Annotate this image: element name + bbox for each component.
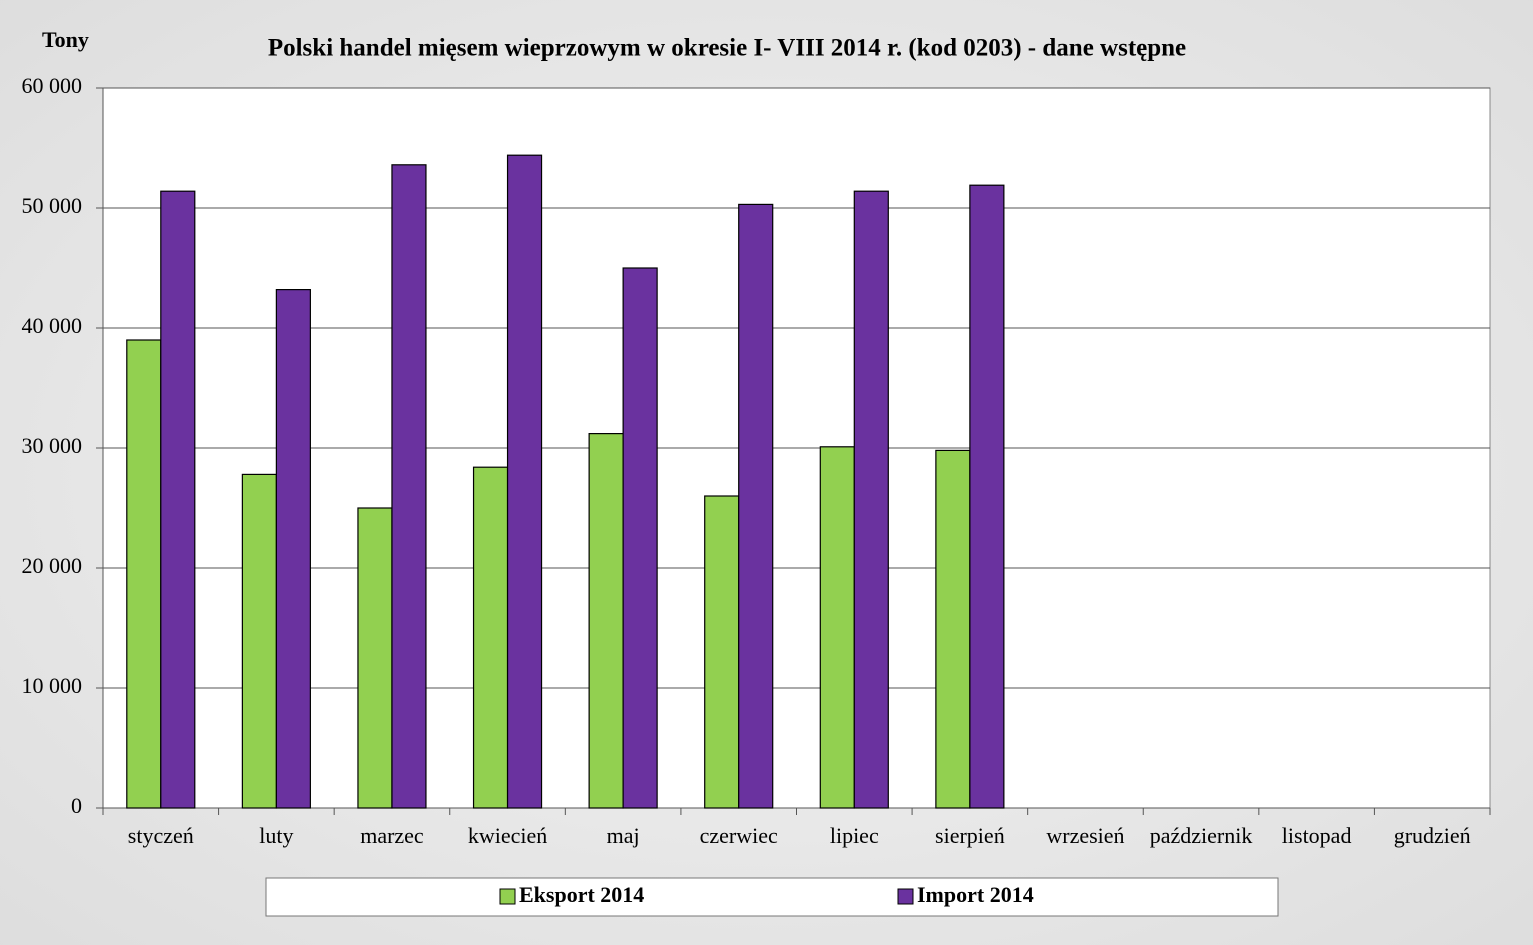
y-tick-label: 30 000 [22, 433, 83, 458]
y-tick-label: 10 000 [22, 673, 83, 698]
bar [506, 154, 543, 809]
bar [738, 203, 774, 809]
legend-label: Eksport 2014 [519, 882, 644, 907]
legend-swatch [897, 888, 914, 905]
x-tick-label: marzec [360, 823, 424, 848]
x-tick-label: luty [259, 823, 293, 848]
bar [126, 339, 162, 809]
x-tick-label: maj [607, 823, 640, 848]
x-tick-label: październik [1150, 823, 1253, 848]
y-tick-label: 60 000 [22, 73, 83, 98]
legend-swatch [499, 888, 516, 905]
bar [622, 267, 658, 809]
bar [819, 446, 855, 809]
bar [853, 190, 889, 809]
x-tick-label: czerwiec [700, 823, 778, 848]
legend-label: Import 2014 [917, 882, 1034, 907]
x-tick-label: grudzień [1394, 823, 1471, 848]
bar [357, 507, 393, 809]
x-tick-label: lipiec [830, 823, 879, 848]
y-tick-label: 40 000 [22, 313, 83, 338]
bar [472, 466, 509, 809]
x-tick-label: kwiecień [468, 823, 547, 848]
bar [969, 184, 1005, 809]
bar [935, 449, 971, 809]
x-tick-label: styczeń [128, 823, 194, 848]
y-tick-label: 20 000 [22, 553, 83, 578]
chart-title: Polski handel mięsem wieprzowym w okresi… [268, 35, 1186, 62]
y-axis-label: Tony [42, 27, 89, 52]
legend-box [265, 877, 1279, 917]
bar [588, 433, 624, 809]
x-tick-label: listopad [1282, 823, 1352, 848]
x-tick-label: sierpień [935, 823, 1005, 848]
bar [241, 473, 277, 809]
y-tick-label: 0 [71, 793, 82, 818]
bar [391, 164, 427, 809]
bar [275, 289, 311, 809]
y-tick-label: 50 000 [22, 193, 83, 218]
bar [704, 495, 740, 809]
x-tick-label: wrzesień [1046, 823, 1124, 848]
bar [160, 190, 196, 809]
